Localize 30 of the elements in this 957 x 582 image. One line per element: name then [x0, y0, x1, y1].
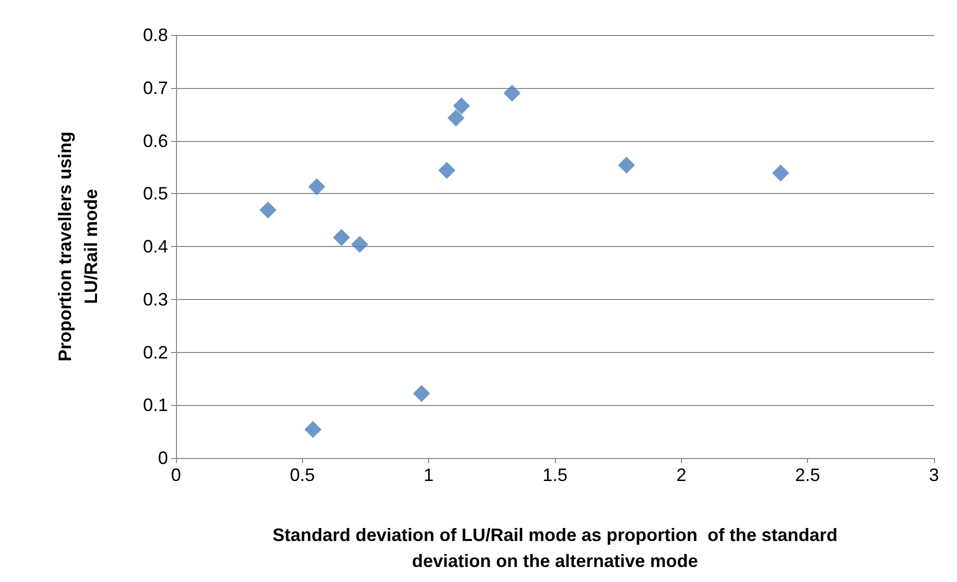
x-tick-label: 1: [424, 465, 434, 485]
point: [304, 420, 322, 438]
y-tick-label: 0.6: [142, 130, 168, 151]
point: [447, 110, 464, 127]
y-tick-label: 0.1: [142, 395, 168, 416]
y-tick-label: 0.4: [142, 236, 168, 256]
point: [351, 236, 368, 253]
y-tick-label: 0.3: [142, 289, 168, 310]
x-tick-label: 1.5: [542, 465, 568, 485]
point: [772, 164, 790, 182]
x-axis-title: Standard deviation of LU/Rail mode as proportion of the standard deviation on the alternative mode: [272, 525, 838, 571]
x-tick-label: 2.5: [795, 465, 820, 485]
y-tick-label: 0.2: [142, 342, 168, 362]
x-tick-label: 2: [676, 465, 686, 485]
y-tick-label: 0: [158, 448, 168, 468]
x-tick-label: 0.5: [290, 465, 315, 485]
y-tick-label: 0.7: [142, 78, 168, 98]
point: [504, 84, 521, 102]
point: [618, 156, 636, 174]
y-tick-label: 0.5: [142, 184, 168, 204]
x-tick-label: 0: [170, 465, 182, 485]
y-axis-title: Proportion travellers using LU/Rail mode: [55, 131, 101, 362]
point: [332, 229, 350, 246]
point: [413, 384, 430, 402]
point: [438, 162, 456, 179]
point: [259, 202, 276, 219]
y-tick-label: 0.8: [142, 25, 168, 45]
point: [453, 97, 470, 114]
x-tick-label: 3: [928, 465, 940, 485]
point: [308, 178, 326, 196]
